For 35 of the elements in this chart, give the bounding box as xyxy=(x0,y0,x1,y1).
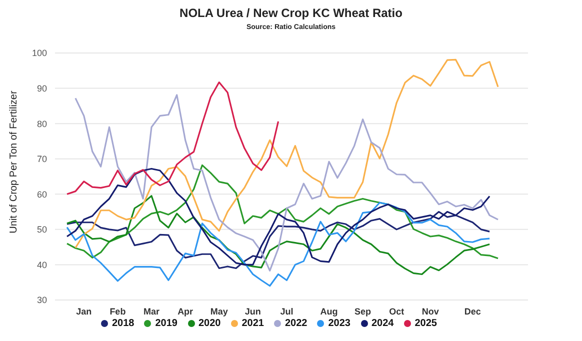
legend-label: 2025 xyxy=(414,318,437,329)
legend-label: 2024 xyxy=(372,318,394,329)
line-series xyxy=(66,202,490,287)
y-tick-label: 80 xyxy=(36,118,47,129)
y-axis-title: Unit of Crop Per Ton of Fertilizer xyxy=(8,90,20,234)
line-series xyxy=(66,81,280,195)
line-series xyxy=(66,195,490,276)
y-tick-label: 30 xyxy=(36,295,47,306)
legend-label: 2020 xyxy=(198,318,221,329)
legend-label: 2022 xyxy=(285,318,308,329)
y-tick-label: 90 xyxy=(36,83,47,94)
legend-label: 2018 xyxy=(112,318,134,329)
line-series xyxy=(74,94,499,272)
x-tick-label: Jun xyxy=(244,306,261,316)
chart-title: NOLA Urea / New Crop KC Wheat Ratio xyxy=(178,6,404,20)
x-tick-label: Nov xyxy=(422,306,439,316)
y-tick-label: 40 xyxy=(36,260,47,270)
x-tick-label: Jul xyxy=(280,306,294,316)
x-tick-label: Feb xyxy=(110,306,126,316)
x-tick-label: Oct xyxy=(389,306,404,316)
x-tick-label: Dec xyxy=(464,306,481,316)
x-tick-label: Aug xyxy=(320,306,338,316)
x-tick-label: Sep xyxy=(354,306,372,316)
y-tick-label: 60 xyxy=(36,189,47,200)
x-tick-label: Apr xyxy=(178,306,194,316)
y-tick-label: 100 xyxy=(32,48,47,58)
legend-label: 2021 xyxy=(242,318,264,329)
legend-label: 2023 xyxy=(328,318,350,329)
line-series xyxy=(74,58,499,249)
y-tick-label: 50 xyxy=(36,224,47,235)
legend-label: 2019 xyxy=(155,318,178,329)
y-tick-label: 70 xyxy=(36,154,47,164)
x-tick-label: Mar xyxy=(144,306,160,316)
x-tick-label: Jan xyxy=(76,306,92,316)
x-tick-label: May xyxy=(210,306,228,316)
